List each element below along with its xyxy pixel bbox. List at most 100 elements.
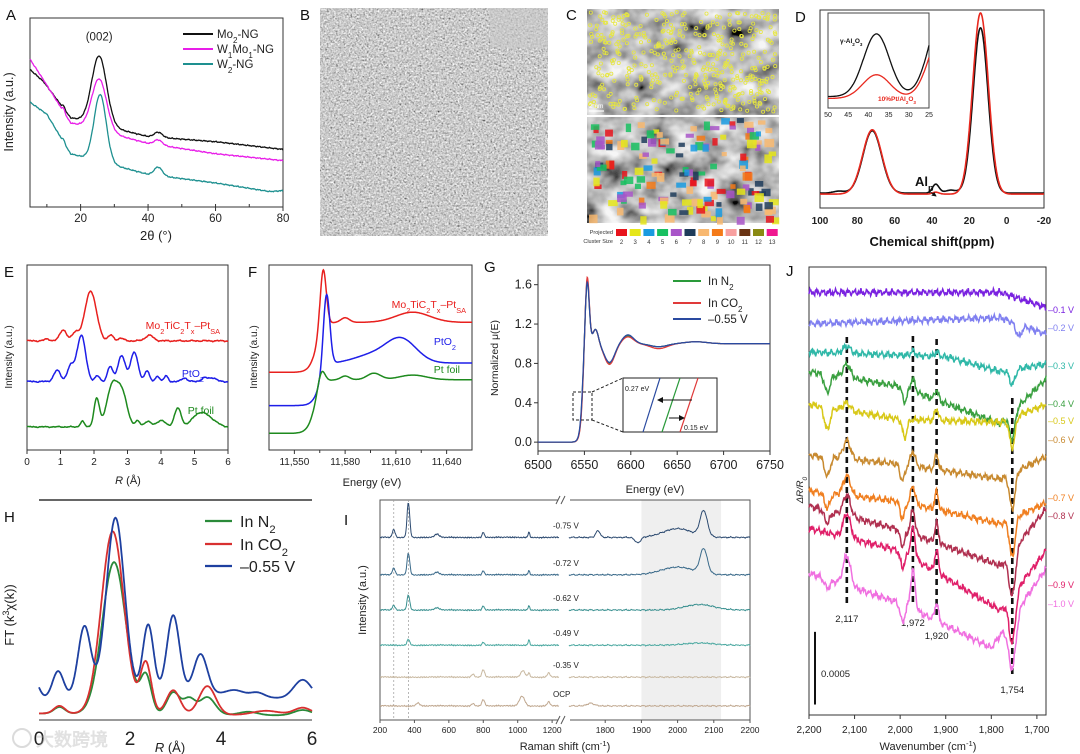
panel-c-atom-marker: [652, 50, 657, 55]
panel-c-atom-marker: [588, 23, 593, 28]
panel-c-legend-swatch: [739, 229, 751, 236]
panel-d-x-tick-label: 40: [926, 216, 938, 227]
panel-c-atom-marker: [699, 19, 704, 24]
panel-i-trace-label: OCP: [553, 690, 570, 699]
panel-c-legend-swatch: [629, 229, 641, 236]
panel-c-atom-marker: [622, 106, 627, 111]
panel-c-atom-marker: [754, 28, 759, 33]
panel-i-series-line: [380, 594, 560, 612]
panel-c-atom-marker: [663, 55, 668, 60]
panel-c-atom-marker: [711, 62, 716, 67]
panel-c-cluster-patch: [653, 129, 660, 134]
panel-c-cluster-patch: [637, 122, 645, 129]
panel-i-break-mark: [555, 495, 561, 505]
panel-j-series-label: –0.9 V: [1048, 580, 1074, 590]
panel-c-cluster-patch: [648, 138, 657, 147]
panel-c-atom-marker: [615, 48, 620, 53]
panel-g-inset-label: 0.27 eV: [625, 386, 649, 393]
panel-c-atom-marker: [756, 55, 761, 60]
panel-j-axes: [808, 266, 1047, 716]
panel-letter-G: G: [484, 259, 496, 276]
panel-c-atom-marker: [743, 43, 748, 48]
panel-c-atom-marker: [639, 62, 644, 67]
panel-c-cluster-patch: [716, 188, 726, 194]
panel-letter-C: C: [566, 7, 577, 24]
panel-f-x-label: Energy (eV): [343, 477, 402, 489]
panel-g-inset-edge-line: [642, 377, 661, 433]
panel-c-atom-marker: [693, 31, 698, 36]
panel-c-atom-marker: [772, 17, 777, 22]
panel-c-atom-marker: [632, 63, 637, 68]
panel-c-atom-marker: [657, 99, 662, 104]
panel-d-axes: [819, 9, 1045, 209]
panel-c-atom-marker: [729, 107, 734, 112]
panel-j-series-line: [808, 285, 1047, 311]
panel-f-x-tick-label: 11,550: [279, 457, 309, 468]
panel-c-atom-marker: [653, 72, 658, 77]
panel-f-series-line: [269, 268, 472, 374]
panel-c-cluster-patch: [712, 138, 718, 146]
panel-c-atom-marker: [739, 56, 744, 61]
panel-d-inset-x-tick-label: 40: [865, 112, 873, 119]
panel-i-series-line: [568, 509, 751, 544]
panel-g-inset-label: 0.15 eV: [684, 425, 708, 432]
panel-c-atom-marker: [733, 94, 738, 99]
panel-c-atom-marker: [729, 66, 734, 71]
panel-c-cluster-patch: [605, 139, 613, 144]
panel-c-cluster-patch: [666, 148, 675, 154]
panel-c-atom-marker: [743, 80, 748, 85]
panel-c-cluster-patch: [768, 199, 779, 206]
panel-i-x-tick-label: 200: [373, 725, 387, 735]
panel-c-cluster-patch: [656, 132, 663, 138]
panel-c-atom-marker: [716, 99, 721, 104]
panel-i-series-line: [380, 552, 560, 577]
panel-i-x-tick-label: 600: [442, 725, 456, 735]
panel-c-atom-marker: [763, 97, 768, 102]
panel-c-cluster-patch: [710, 216, 716, 222]
panel-c-atom-marker: [768, 25, 773, 30]
panel-c-atom-marker: [762, 79, 767, 84]
panel-a-y-label: Intensity (a.u.): [2, 72, 16, 151]
panel-c-cluster-patch: [701, 211, 711, 218]
panel-g-legend-label: In CO2: [708, 298, 743, 314]
panel-c-cluster-patch: [746, 139, 757, 149]
panel-c-atom-marker: [739, 69, 744, 74]
panel-c-atom-marker: [616, 15, 621, 20]
panel-c-cluster-patch: [703, 121, 710, 131]
panel-i-x-tick-label: 2100: [704, 725, 723, 735]
panel-c-atom-marker: [688, 91, 693, 96]
panel-d-inset-label-gamma-alumina: γ-Al2O3: [840, 38, 863, 47]
panel-c-atom-marker: [752, 33, 757, 38]
panel-e-x-tick-label: 5: [192, 457, 198, 468]
panel-c-atom-marker: [610, 30, 615, 35]
panel-c-atom-marker: [711, 102, 716, 107]
panel-c-cluster-patch: [617, 207, 624, 216]
panel-c-atom-marker: [604, 20, 609, 25]
panel-c-atom-marker: [619, 17, 624, 22]
panel-c-atom-marker: [602, 50, 607, 55]
panel-c-atom-marker: [727, 22, 732, 27]
panel-h-legend-label: In N2: [240, 514, 276, 536]
panel-c-atom-marker: [722, 64, 727, 69]
panel-c-atom-marker: [739, 41, 744, 46]
panel-c-cluster-patch: [739, 165, 746, 171]
panel-d-x-tick-label: 80: [852, 216, 864, 227]
panel-c-cluster-patch: [736, 188, 746, 195]
panel-c-legend-swatch: [725, 229, 737, 236]
panel-c-cluster-patch: [651, 158, 658, 164]
panel-c-atom-marker: [702, 33, 707, 38]
panel-c-atom-marker: [641, 31, 646, 36]
panel-c-atom-marker: [620, 21, 625, 26]
panel-g-y-label: Normalized μ(E): [489, 320, 501, 396]
panel-g-y-tick-label: 0.4: [515, 396, 532, 410]
panel-c-cluster-patch: [755, 203, 763, 211]
panel-c-atom-marker: [615, 50, 620, 55]
panel-c-cluster-patch: [742, 184, 750, 191]
panel-c-atom-marker: [715, 33, 720, 38]
panel-c-cluster-patch: [621, 139, 628, 148]
panel-c-cluster-patch: [690, 177, 697, 186]
panel-c-legend-size: 6: [675, 240, 679, 246]
panel-c-atom-marker: [721, 25, 726, 30]
panel-c-atom-marker: [741, 52, 746, 57]
